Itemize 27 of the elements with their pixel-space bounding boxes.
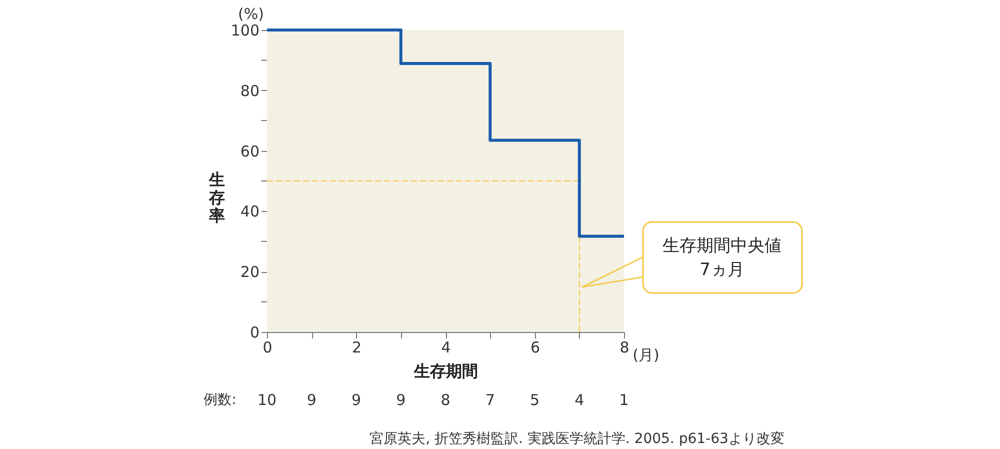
x-tick-label: 4 [441, 338, 451, 356]
text: 宮原英夫, 折笠秀樹監訳. 実践医学統計学. 2005. p61-63より改変 [370, 431, 784, 447]
x-tick-label: 0 [262, 338, 272, 356]
x-tick-label: 8 [620, 338, 630, 356]
y-tick-label: 40 [240, 202, 260, 221]
text: 4 [574, 391, 584, 409]
y-tick-label: 60 [240, 142, 260, 160]
y-tick-label: 80 [240, 82, 260, 100]
x-axis-title: 生存期間 [413, 362, 478, 380]
text: 7 [485, 391, 495, 409]
text: 生存期間中央値 7ヵ月 [662, 236, 782, 280]
text: 9 [351, 391, 362, 409]
x-tick-label: 2 [352, 338, 362, 356]
text: (月) [632, 346, 660, 364]
text: 1 [619, 391, 629, 409]
text: 9 [396, 391, 406, 409]
x-tick-label: 6 [530, 338, 540, 356]
text: (%) [238, 5, 264, 23]
y-tick-label: 20 [240, 263, 260, 282]
text: 例数: [204, 392, 236, 408]
text: 8 [440, 391, 450, 409]
text: 9 [306, 391, 316, 409]
text: 10 [257, 391, 277, 409]
y-tick-label: 100 [230, 22, 260, 40]
y-tick-label: 0 [250, 324, 260, 342]
y-axis-title: 生存率 [208, 170, 225, 225]
text: 5 [530, 391, 540, 409]
